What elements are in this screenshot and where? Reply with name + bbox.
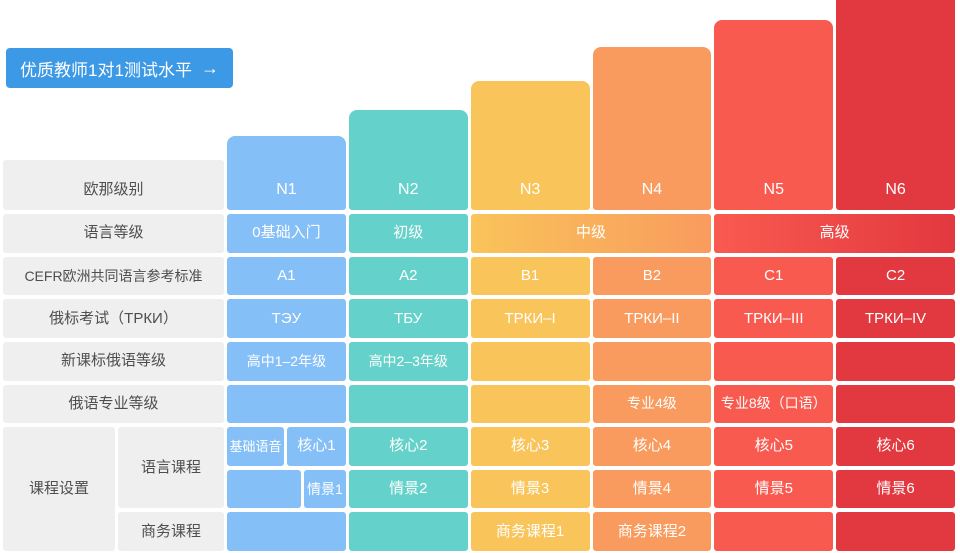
row-label-business-course: 商务课程	[118, 512, 224, 551]
cell-n1-trki: ТЭУ	[227, 299, 346, 338]
cell-n5n6-language-level: 高级	[714, 214, 955, 253]
row-label-school-standard: 新课标俄语等级	[3, 341, 224, 381]
cell-n3-trki: ТРКИ–I	[470, 299, 590, 338]
cell-n1-major	[227, 384, 346, 424]
cta-button[interactable]: 优质教师1对1测试水平 →	[6, 48, 233, 88]
column-n6: N6	[836, 0, 955, 210]
bar-n2: N2	[348, 110, 468, 210]
row-label-language-course: 语言课程	[118, 427, 224, 509]
cell-n4-cefr: B2	[592, 256, 712, 296]
cell-n2-major	[348, 384, 468, 424]
cell-n1-language-level: 0基础入门	[227, 214, 346, 253]
cell-n6-scene: 情景6	[836, 469, 955, 509]
cell-n1-core-course: 核心1	[287, 427, 346, 466]
row-label-cefr: CEFR欧洲共同语言参考标准	[3, 256, 224, 296]
cell-n3-cefr: B1	[470, 256, 590, 296]
cell-n1-scene-empty	[227, 469, 301, 509]
cell-n6-school	[836, 341, 955, 381]
levels-table: 欧那级别 N1 N2 N3 N4 N5 N6 语言等级 0基础入门 初级 中级 …	[3, 0, 955, 551]
column-n2: N2	[348, 3, 468, 210]
cell-n3n4-language-level: 中级	[470, 214, 712, 253]
cell-n5-business	[714, 512, 834, 551]
cell-n5-school	[714, 341, 834, 381]
cell-n1-cefr: A1	[227, 256, 346, 296]
cell-n6-business	[836, 512, 955, 551]
cell-n6-trki: ТРКИ–IV	[836, 299, 955, 338]
cell-n4-business: 商务课程2	[592, 512, 712, 551]
bar-n1: N1	[227, 136, 346, 210]
header-row-label: 欧那级别	[3, 3, 224, 210]
cell-n4-trki: ТРКИ–II	[592, 299, 712, 338]
row-label-ouna-level: 欧那级别	[3, 160, 224, 210]
cell-n5-trki: ТРКИ–III	[714, 299, 834, 338]
cell-n1-core: 基础语音 核心1	[227, 427, 346, 466]
cell-n3-major	[470, 384, 590, 424]
row-label-language-level: 语言等级	[3, 214, 224, 253]
column-n1: N1	[227, 3, 346, 210]
cell-n3-scene: 情景3	[470, 469, 590, 509]
cell-n2-business	[348, 512, 468, 551]
row-label-course-setup: 课程设置	[3, 427, 115, 551]
cell-n2-trki: ТБУ	[348, 299, 468, 338]
cell-n4-scene: 情景4	[592, 469, 712, 509]
arrow-right-icon: →	[200, 58, 219, 78]
cell-n5-core: 核心5	[714, 427, 834, 466]
column-n3: N3	[470, 3, 590, 210]
cell-n5-scene: 情景5	[714, 469, 834, 509]
cell-n3-business: 商务课程1	[470, 512, 590, 551]
cta-label: 优质教师1对1测试水平	[20, 60, 192, 80]
cell-n2-core: 核心2	[348, 427, 468, 466]
cell-n2-cefr: A2	[348, 256, 468, 296]
cell-n1-school: 高中1–2年级	[227, 341, 346, 381]
cell-n1-scene-course: 情景1	[304, 469, 346, 509]
row-label-trki-exam: 俄标考试（ТРКИ）	[3, 299, 224, 338]
column-n4: N4	[592, 3, 712, 210]
bar-n5: N5	[714, 20, 834, 210]
cell-n3-core: 核心3	[470, 427, 590, 466]
column-n5: N5	[714, 3, 834, 210]
bar-n3: N3	[470, 81, 590, 210]
cell-n6-core: 核心6	[836, 427, 955, 466]
cell-n2-scene: 情景2	[348, 469, 468, 509]
cell-n4-major: 专业4级	[592, 384, 712, 424]
cell-n2-language-level: 初级	[348, 214, 468, 253]
cell-n6-major	[836, 384, 955, 424]
cell-n4-school	[592, 341, 712, 381]
bar-n4: N4	[592, 47, 712, 210]
bar-n6: N6	[836, 0, 955, 210]
cell-n1-business	[227, 512, 346, 551]
cell-n6-cefr: C2	[836, 256, 955, 296]
cell-n4-core: 核心4	[592, 427, 712, 466]
cell-n3-school	[470, 341, 590, 381]
cell-n2-school: 高中2–3年级	[348, 341, 468, 381]
cell-n1-scene: 情景1	[227, 469, 346, 509]
cell-n1-basic-phonetics: 基础语音	[227, 427, 284, 466]
cell-n5-major: 专业8级（口语）	[714, 384, 834, 424]
row-label-major-level: 俄语专业等级	[3, 384, 224, 424]
cell-n5-cefr: C1	[714, 256, 834, 296]
